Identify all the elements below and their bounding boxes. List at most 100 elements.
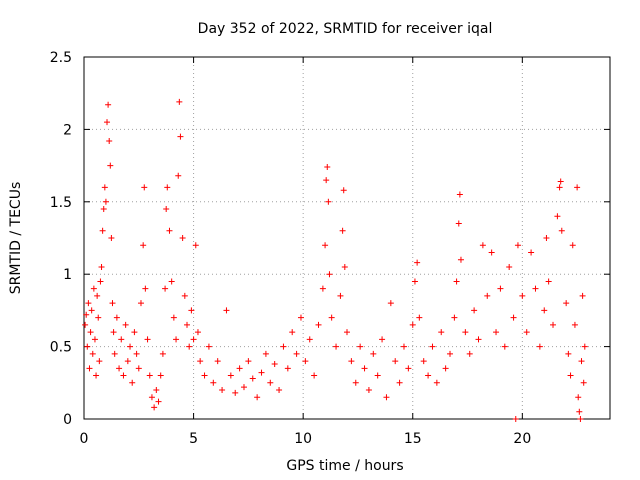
data-point [348,358,355,365]
data-point [405,365,412,372]
data-point [197,358,204,365]
data-point [361,365,368,372]
data-point [324,164,331,171]
data-point [357,343,364,350]
data-point [105,101,112,108]
data-point [297,314,304,321]
data-point [173,336,180,343]
data-point [181,292,188,299]
data-point [94,292,101,299]
data-point [333,343,340,350]
data-point [456,191,463,198]
data-point [166,227,173,234]
data-point [293,350,300,357]
y-tick-label: 0.5 [50,340,72,356]
data-point [135,365,142,372]
data-point [322,242,329,249]
data-point [493,329,500,336]
data-point [479,242,486,249]
data-point [186,343,193,350]
data-point [85,300,92,307]
data-point [311,372,318,379]
data-point [567,372,574,379]
data-point [578,358,585,365]
grid-lines [84,57,610,419]
y-axis-label: SRMTID / TECUs [8,182,24,295]
data-point [462,329,469,336]
data-point [97,278,104,285]
data-point [488,249,495,256]
data-point [340,187,347,194]
x-tick-label: 0 [80,431,89,447]
data-point [104,119,111,126]
data-point [83,311,90,318]
data-point [124,358,131,365]
data-point [127,343,134,350]
data-point [140,242,147,249]
data-point [475,336,482,343]
data-point [414,259,421,266]
data-point [111,350,118,357]
y-tick-label: 2 [63,122,72,138]
data-point [420,358,427,365]
data-point [176,98,183,105]
data-point [151,404,158,411]
data-point [232,389,239,396]
data-point [101,184,108,191]
data-point [284,365,291,372]
data-point [541,307,548,314]
data-point [245,358,252,365]
data-point [545,278,552,285]
data-point [306,336,313,343]
data-point [453,278,460,285]
data-point [110,329,117,336]
data-point [315,321,322,328]
data-point [108,235,115,241]
data-point [289,329,296,336]
data-point [325,198,332,205]
data-point [95,314,102,321]
data-point [512,416,519,422]
data-point [528,249,535,256]
chart-title: Day 352 of 2022, SRMTID for receiver iqa… [198,21,493,37]
data-point [82,321,89,328]
data-point [98,263,105,270]
data-point [84,343,91,350]
data-point [484,292,491,299]
data-point [576,408,583,415]
data-point [144,336,151,343]
data-point [190,336,197,343]
data-point [267,379,274,386]
data-point [87,329,94,336]
data-point [155,398,162,405]
data-point [352,379,359,386]
data-point [93,372,100,379]
data-point [249,375,256,382]
data-point [184,321,191,328]
data-point [328,314,335,321]
data-point [580,379,587,386]
data-point [501,343,508,350]
data-point [339,227,346,234]
data-point [556,184,563,191]
data-point [466,350,473,357]
x-tick-label: 10 [294,431,312,447]
data-point [141,184,148,191]
data-point [177,133,184,140]
data-point [344,329,350,336]
data-point [129,379,136,386]
plot-frame [83,56,611,420]
data-point [133,350,140,357]
data-point [164,184,171,191]
data-point [457,256,464,263]
data-point [543,235,550,241]
data-point [113,314,120,321]
data-point [569,242,576,249]
data-point [523,329,530,336]
data-point [563,300,570,307]
data-point [429,343,436,350]
data-point [163,206,170,213]
data-point [396,379,403,386]
data-point [240,384,247,391]
